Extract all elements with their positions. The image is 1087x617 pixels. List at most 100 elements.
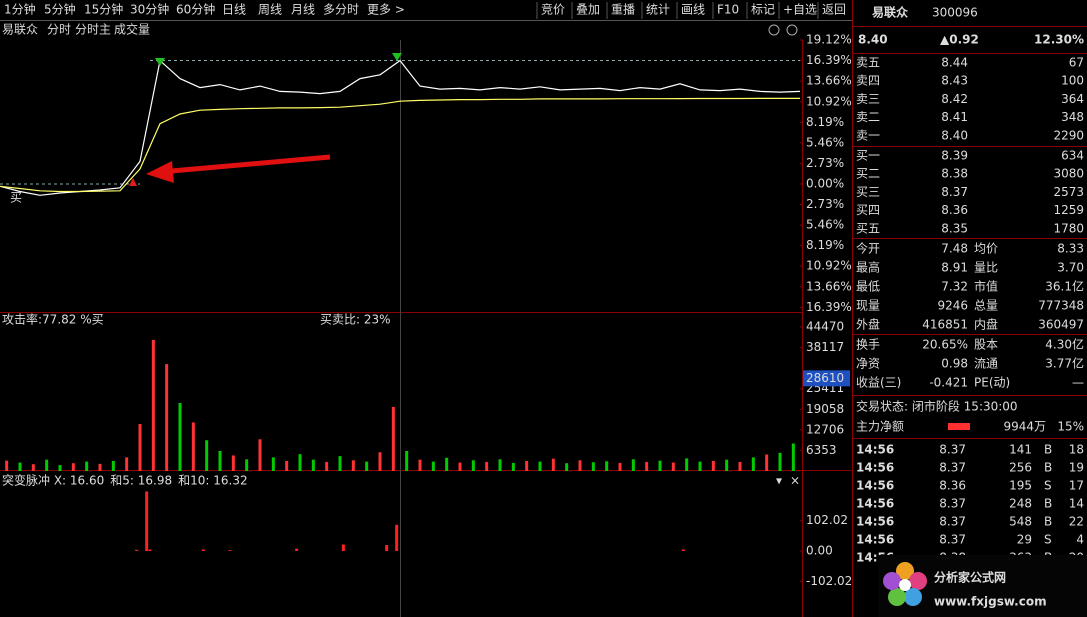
stat-value: 36.1亿 [1045, 279, 1084, 294]
price-line [0, 97, 800, 193]
y-tick-label: 10.92% [806, 259, 852, 273]
pulse-bar [395, 524, 399, 551]
trade-count: 19 [1069, 461, 1084, 475]
change: ▲0.92 [940, 33, 979, 47]
book-price: 8.40 [941, 128, 968, 142]
toolbar-button[interactable]: 叠加 [576, 3, 600, 17]
volume-bar [751, 457, 755, 471]
trade-price: 8.37 [939, 533, 966, 547]
toolbar-button[interactable]: 画线 [681, 3, 705, 17]
trade-volume: 29 [1017, 533, 1032, 547]
stat-label: 收益(三) [856, 376, 901, 390]
book-label: 卖五 [856, 56, 880, 70]
book-label: 卖二 [856, 110, 880, 124]
volume-bar [298, 454, 302, 471]
book-price: 8.41 [941, 110, 968, 124]
volume-bar [285, 460, 289, 471]
period-tab[interactable]: 30分钟 [130, 2, 169, 17]
period-tab[interactable]: 1分钟 [4, 2, 36, 17]
volume-bar [778, 452, 782, 471]
pulse-bar [135, 549, 139, 551]
period-tab[interactable]: 月线 [291, 3, 315, 17]
trade-side: B [1044, 515, 1052, 529]
toolbar-button[interactable]: 重播 [611, 3, 635, 17]
close-icon[interactable]: × [790, 474, 800, 488]
stat-value: 7.32 [941, 280, 968, 294]
y-tick-label: 102.02 [806, 513, 848, 527]
volume-bar [791, 443, 795, 471]
icon[interactable] [786, 24, 798, 36]
stat-label: 内盘 [974, 317, 998, 332]
trade-price: 8.36 [939, 479, 966, 493]
trade-time: 14:56 [856, 515, 894, 529]
y-tick-label: 19.12% [806, 33, 852, 47]
marker [392, 53, 402, 61]
pulse-bar [341, 544, 345, 551]
stat-label: 股本 [974, 338, 998, 352]
toolbar-button[interactable]: 竞价 [541, 3, 565, 17]
volume-bar [391, 406, 395, 471]
volume-bar [738, 461, 742, 471]
stat-label: 净资 [856, 357, 880, 371]
toolbar-button[interactable]: 返回 [822, 3, 846, 17]
volume-bar [618, 462, 622, 471]
chart-tab[interactable]: 分时主 [75, 23, 111, 37]
period-tab[interactable]: 日线 [222, 3, 246, 17]
book-price: 8.38 [941, 167, 968, 181]
stat-label: 总量 [974, 299, 998, 313]
stat-label: 今开 [856, 241, 880, 256]
volume-bar [591, 462, 595, 471]
stat-value: -0.421 [929, 376, 968, 390]
volume-bar [311, 459, 315, 471]
watermark-url: www.fxjgsw.com [934, 595, 1047, 609]
y-tick-label: 6353 [806, 443, 837, 457]
stat-label: 均价 [974, 242, 998, 256]
buy-mark: 买 [10, 191, 22, 205]
trade-side: B [1044, 461, 1052, 475]
stat-value: 8.33 [1057, 242, 1084, 256]
toolbar-button[interactable]: 统计 [646, 3, 670, 17]
y-tick-label: 16.39% [806, 300, 852, 314]
volume-bar [378, 452, 382, 471]
stat-value: 7.48 [941, 242, 968, 256]
volume-bar [631, 459, 635, 471]
flow-bar [948, 423, 970, 430]
volume-bar [418, 459, 422, 471]
volume-bar [725, 459, 729, 471]
chart-tab[interactable]: 成交量 [114, 22, 150, 37]
volume-bar [511, 462, 515, 471]
trade-side: S [1044, 533, 1052, 547]
period-tab[interactable]: 更多 > [367, 3, 405, 17]
period-tab[interactable]: 60分钟 [176, 2, 215, 17]
y-tick-label: 8.19% [806, 238, 844, 252]
dropdown-icon[interactable]: ▾ [776, 474, 782, 488]
chart-tab[interactable]: 分时 [47, 23, 71, 37]
volume-bar [138, 424, 142, 471]
icon[interactable] [768, 24, 780, 36]
y-tick-label: 19058 [806, 402, 844, 416]
toolbar-button[interactable]: F10 [717, 3, 739, 17]
volume-bar [338, 456, 342, 471]
volume-bar [605, 461, 609, 471]
book-price: 8.44 [941, 56, 968, 70]
period-tab[interactable]: 15分钟 [84, 2, 123, 17]
toolbar-button[interactable]: +自选 [783, 3, 817, 17]
trade-count: 17 [1069, 479, 1084, 493]
period-tab[interactable]: 5分钟 [44, 2, 76, 17]
volume-bar [31, 464, 35, 471]
book-label: 买二 [856, 167, 880, 181]
volume-bar [525, 460, 529, 471]
period-tab[interactable]: 周线 [258, 3, 282, 17]
toolbar-button[interactable]: 标记 [751, 3, 775, 17]
book-volume: 67 [1069, 56, 1084, 70]
volume-bar [578, 460, 582, 471]
cursor-label: 28610 [806, 371, 844, 385]
stock-code: 300096 [932, 6, 978, 20]
period-tab[interactable]: 多分时 [323, 3, 359, 17]
book-price: 8.42 [941, 92, 968, 106]
volume-bar [698, 461, 702, 471]
volume-bar [365, 461, 369, 471]
book-label: 卖三 [856, 92, 880, 106]
volume-bar [71, 463, 75, 471]
